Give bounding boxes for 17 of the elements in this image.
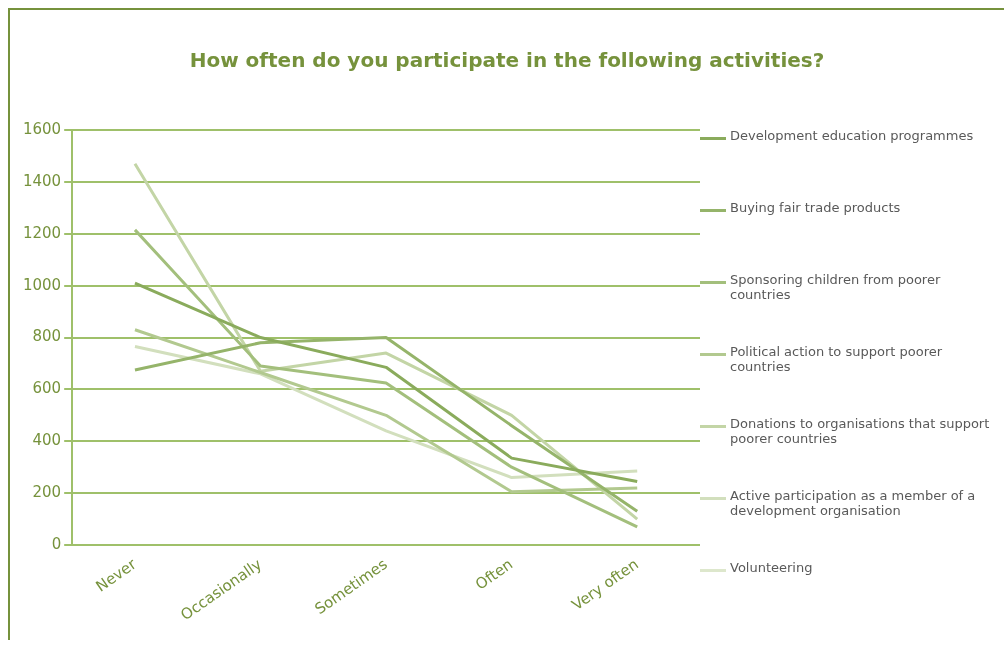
y-tick-label: 600 <box>32 379 62 398</box>
y-tick-label: 800 <box>32 327 62 346</box>
y-tick-label: 0 <box>51 534 62 553</box>
y-tick-label: 400 <box>32 431 62 450</box>
legend-label: Buying fair trade products <box>730 200 901 215</box>
y-tick-label: 1200 <box>22 223 62 242</box>
legend-label: Donations to organisations that support poorer countries <box>730 416 991 446</box>
legend-label: Sponsoring children from poorer countries <box>730 272 942 302</box>
y-tick-label: 200 <box>32 483 62 502</box>
y-tick-label: 1600 <box>22 119 62 138</box>
y-tick-label: 1400 <box>22 171 62 190</box>
legend-label: Political action to support poorer countries <box>730 344 944 374</box>
y-tick-label: 1000 <box>22 275 62 294</box>
legend-label: Development education programmes <box>730 128 974 143</box>
legend-label: Active participation as a member of a development organisation <box>730 488 977 518</box>
chart-title: How often do you participate in the following activities? <box>188 48 826 72</box>
legend-label: Volunteering <box>730 560 813 575</box>
